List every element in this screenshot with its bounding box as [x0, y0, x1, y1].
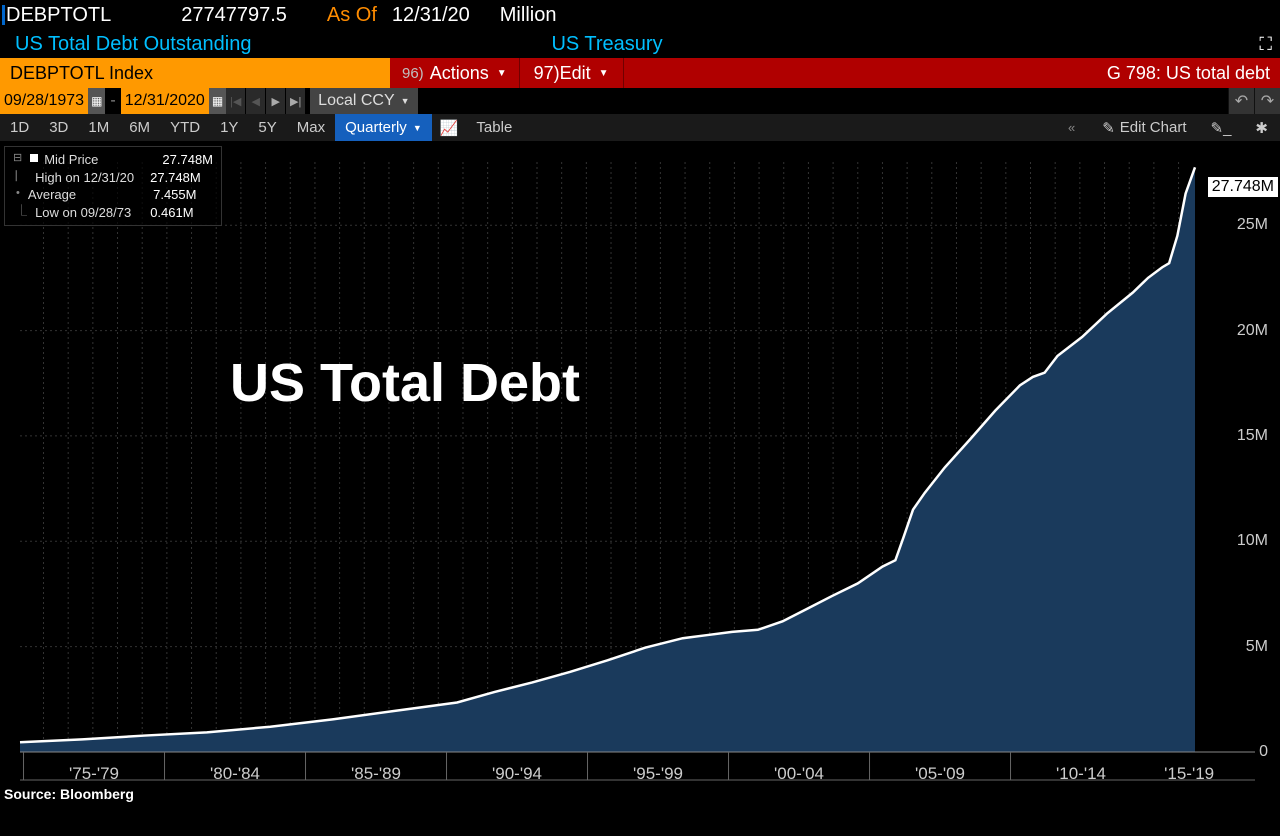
subheader-row: US Total Debt Outstanding US Treasury ⛶ [0, 30, 1280, 58]
actions-label: Actions [430, 63, 489, 84]
range-5y[interactable]: 5Y [248, 114, 286, 141]
x-tick-label: '90-'94 [492, 764, 542, 784]
range-3d[interactable]: 3D [39, 114, 78, 141]
expand-icon[interactable]: ⛶ [1259, 34, 1272, 55]
security-description: US Total Debt Outstanding [15, 33, 251, 56]
range-1d[interactable]: 1D [0, 114, 39, 141]
undo-icon[interactable]: ↶ [1228, 88, 1254, 114]
legend-high-label: High on 12/31/20 [35, 169, 134, 187]
end-date-input[interactable]: 12/31/2020 [121, 88, 209, 114]
chart-toolbar: 1D 3D 1M 6M YTD 1Y 5Y Max Quarterly ▼ 📈 … [0, 114, 1280, 142]
date-range-row: 09/28/1973 ▦ - 12/31/2020 ▦ |◀ ◀ ▶ ▶| Lo… [0, 88, 1280, 114]
edit-num: 97) [534, 63, 560, 84]
range-1y[interactable]: 1Y [210, 114, 248, 141]
arrow-prev-icon[interactable]: ◀ [246, 88, 266, 114]
redo-icon[interactable]: ↷ [1254, 88, 1280, 114]
legend-box: ⊟Mid Price27.748M ⎸High on 12/31/2027.74… [4, 146, 222, 226]
chart-type-button[interactable]: 📈 [432, 114, 467, 141]
source-attribution: Source: Bloomberg [4, 786, 134, 802]
x-tick-label: '80-'84 [210, 764, 260, 784]
toolbar-spacer: « [522, 114, 1090, 141]
legend-low-label: Low on 09/28/73 [35, 204, 131, 222]
chart-svg [0, 142, 1280, 802]
unit-label: Million [500, 4, 557, 27]
arrow-next-icon[interactable]: ▶ [266, 88, 286, 114]
arrow-last-icon[interactable]: ▶| [286, 88, 306, 114]
edit-secondary-button[interactable]: ✎_ [1199, 114, 1244, 141]
legend-avg-label: Average [28, 186, 76, 204]
index-label: DEBPTOTL Index [10, 63, 153, 84]
y-tick-label: 5M [1246, 638, 1268, 656]
currency-dropdown[interactable]: Local CCY ▼ [310, 88, 417, 114]
header-row: DEBPTOTL 27747797.5 As Of 12/31/20 Milli… [0, 0, 1280, 30]
frequency-dropdown[interactable]: Quarterly ▼ [335, 114, 432, 141]
date-nav-arrows: |◀ ◀ ▶ ▶| [226, 88, 306, 114]
range-1m[interactable]: 1M [78, 114, 119, 141]
calendar-icon[interactable]: ▦ [209, 88, 226, 114]
function-bar: DEBPTOTL Index 96) Actions ▼ 97) Edit ▼ … [0, 58, 1280, 88]
y-tick-label: 15M [1237, 427, 1268, 445]
chevron-down-icon: ▼ [497, 68, 507, 79]
legend-low-val: 0.461M [150, 204, 193, 222]
start-date: 09/28/1973 [4, 92, 84, 110]
asof-date: 12/31/20 [392, 4, 470, 27]
history-buttons: ↶ ↷ [1228, 88, 1280, 114]
x-tick-label: '15-'19 [1164, 764, 1214, 784]
index-box[interactable]: DEBPTOTL Index [0, 58, 390, 88]
series-swatch [30, 154, 38, 162]
edit-chart-button[interactable]: ✎ Edit Chart [1090, 114, 1198, 141]
issuer-label: US Treasury [551, 33, 662, 56]
x-tick-label: '05-'09 [915, 764, 965, 784]
actions-menu[interactable]: 96) Actions ▼ [390, 58, 520, 88]
ticker-symbol: DEBPTOTL [6, 4, 111, 27]
chart-area[interactable]: ⊟Mid Price27.748M ⎸High on 12/31/2027.74… [0, 142, 1280, 802]
calendar-icon[interactable]: ▦ [88, 88, 105, 114]
edit-chart-label: Edit Chart [1120, 119, 1187, 136]
range-ytd[interactable]: YTD [160, 114, 210, 141]
start-date-input[interactable]: 09/28/1973 [0, 88, 88, 114]
chevron-down-icon: ▼ [401, 96, 410, 106]
edit-label: Edit [560, 63, 591, 84]
x-tick-label: '95-'99 [633, 764, 683, 784]
legend-mid-val: 27.748M [162, 151, 213, 169]
asof-label: As Of [327, 4, 377, 27]
y-tick-label: 25M [1237, 216, 1268, 234]
legend-mid-label: Mid Price [44, 151, 98, 169]
y-tick-label: 0 [1259, 743, 1268, 761]
edit-menu[interactable]: 97) Edit ▼ [520, 58, 624, 88]
x-tick-label: '75-'79 [69, 764, 119, 784]
ticker-value: 27747797.5 [181, 4, 287, 27]
page-title-bar: G 798: US total debt [624, 58, 1280, 88]
legend-high-val: 27.748M [150, 169, 201, 187]
page-title: G 798: US total debt [1107, 63, 1270, 84]
chevron-down-icon: ▼ [413, 123, 422, 133]
frequency-label: Quarterly [345, 119, 407, 136]
arrow-first-icon[interactable]: |◀ [226, 88, 246, 114]
y-tick-label: 20M [1237, 322, 1268, 340]
last-value-badge: 27.748M [1208, 177, 1278, 197]
x-tick-label: '85-'89 [351, 764, 401, 784]
table-button[interactable]: Table [466, 114, 522, 141]
chevron-down-icon: ▼ [599, 68, 609, 79]
currency-label: Local CCY [318, 92, 394, 110]
date-separator: - [105, 88, 120, 114]
chart-title-overlay: US Total Debt [230, 352, 580, 414]
indicator-bar [2, 5, 5, 25]
collapse-icon[interactable]: « [1068, 120, 1075, 135]
x-tick-label: '10-'14 [1056, 764, 1106, 784]
range-max[interactable]: Max [287, 114, 335, 141]
settings-icon[interactable]: ✱ [1243, 114, 1280, 141]
legend-avg-val: 7.455M [153, 186, 196, 204]
x-tick-label: '00-'04 [774, 764, 824, 784]
y-tick-label: 10M [1237, 532, 1268, 550]
end-date: 12/31/2020 [125, 92, 205, 110]
actions-num: 96) [402, 65, 424, 82]
range-6m[interactable]: 6M [119, 114, 160, 141]
